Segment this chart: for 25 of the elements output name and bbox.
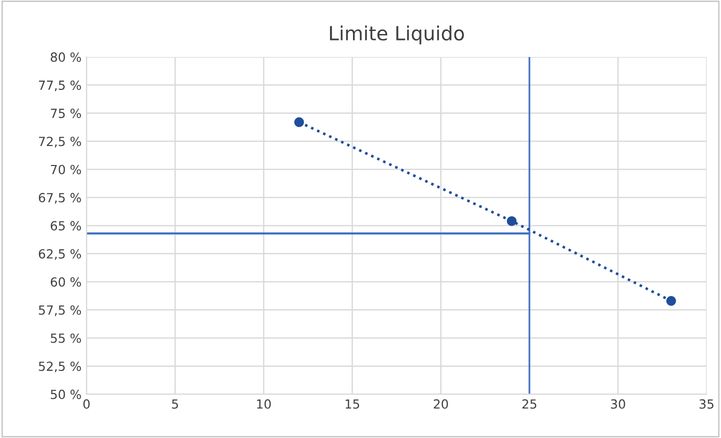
x-tick-label: 5 [172,399,178,409]
x-tick-label: 10 [257,399,271,409]
point [294,117,304,128]
y-tick-label: 72,5 % [39,136,81,148]
y-tick-label: 57,5 % [38,305,81,316]
point [666,296,676,306]
y-tick-label: 80 % [50,52,81,62]
y-tick-label: 77,5 % [39,80,81,92]
chart-title: Limite Liquido [330,26,464,44]
y-tick-label: 62,5 % [38,249,81,260]
point [506,216,517,226]
y-tick-label: 52,5 % [38,362,81,372]
y-tick-label: 75 % [50,108,81,118]
x-tick-label: 30 [611,399,626,409]
y-tick-label: 50 % [50,390,81,400]
x-tick-label: 35 [700,399,714,409]
x-tick-label: 20 [434,399,448,409]
y-tick-label: 55 % [50,333,81,343]
y-tick-label: 67,5 % [38,192,81,204]
x-tick-label: 15 [346,399,360,409]
y-tick-label: 65 % [50,221,81,230]
y-tick-label: 60 % [50,277,81,287]
x-tick-label: 0 [83,399,90,409]
x-tick-label: 25 [522,399,536,409]
y-tick-label: 70 % [50,164,81,174]
